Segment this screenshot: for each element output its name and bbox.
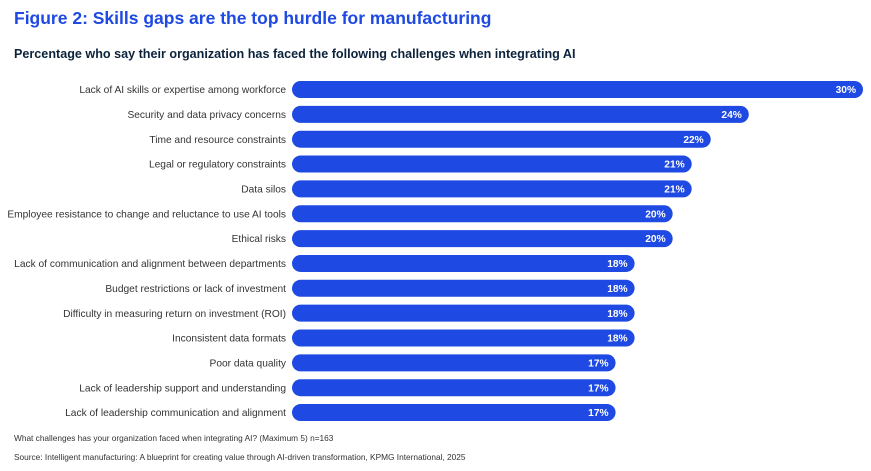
category-label: Time and resource constraints: [149, 135, 286, 146]
value-label: 20%: [645, 234, 665, 245]
question-note: What challenges has your organization fa…: [14, 433, 334, 443]
bar: [292, 329, 635, 347]
bar: [292, 81, 863, 98]
value-label: 17%: [588, 383, 608, 394]
category-label: Budget restrictions or lack of investmen…: [105, 284, 286, 295]
category-label: Lack of leadership communication and ali…: [65, 408, 286, 419]
value-label: 18%: [607, 334, 627, 345]
category-label: Lack of leadership support and understan…: [79, 383, 286, 394]
category-label: Ethical risks: [232, 234, 286, 245]
category-label: Legal or regulatory constraints: [149, 160, 286, 171]
value-label: 24%: [721, 110, 741, 121]
bar: [292, 105, 749, 123]
value-label: 18%: [607, 309, 627, 320]
category-label: Employee resistance to change and reluct…: [7, 209, 286, 220]
category-label: Inconsistent data formats: [172, 334, 286, 345]
value-label: 17%: [588, 358, 608, 369]
value-label: 18%: [607, 259, 627, 270]
bar: [292, 205, 673, 223]
value-label: 17%: [588, 408, 608, 419]
bar: [292, 230, 673, 248]
bar: [292, 279, 635, 297]
source-note: Source: Intelligent manufacturing: A blu…: [14, 452, 466, 462]
chart-title: Figure 2: Skills gaps are the top hurdle…: [14, 8, 492, 28]
bar-chart: Lack of AI skills or expertise among wor…: [7, 81, 863, 422]
bar: [292, 130, 711, 148]
bar: [292, 354, 616, 372]
category-label: Lack of communication and alignment betw…: [14, 259, 286, 270]
value-label: 18%: [607, 284, 627, 295]
bar: [292, 155, 692, 173]
bar: [292, 180, 692, 198]
value-label: 22%: [683, 135, 703, 146]
bar: [292, 379, 616, 397]
category-label: Security and data privacy concerns: [127, 110, 286, 121]
category-label: Poor data quality: [210, 358, 287, 369]
bar: [292, 304, 635, 322]
chart-subtitle: Percentage who say their organization ha…: [14, 47, 576, 61]
value-label: 21%: [664, 160, 684, 171]
category-label: Data silos: [241, 185, 286, 196]
bar: [292, 404, 616, 422]
value-label: 21%: [664, 185, 684, 196]
category-label: Difficulty in measuring return on invest…: [63, 309, 286, 320]
value-label: 30%: [836, 85, 856, 96]
value-label: 20%: [645, 209, 665, 220]
bar: [292, 254, 635, 272]
category-label: Lack of AI skills or expertise among wor…: [79, 85, 286, 96]
